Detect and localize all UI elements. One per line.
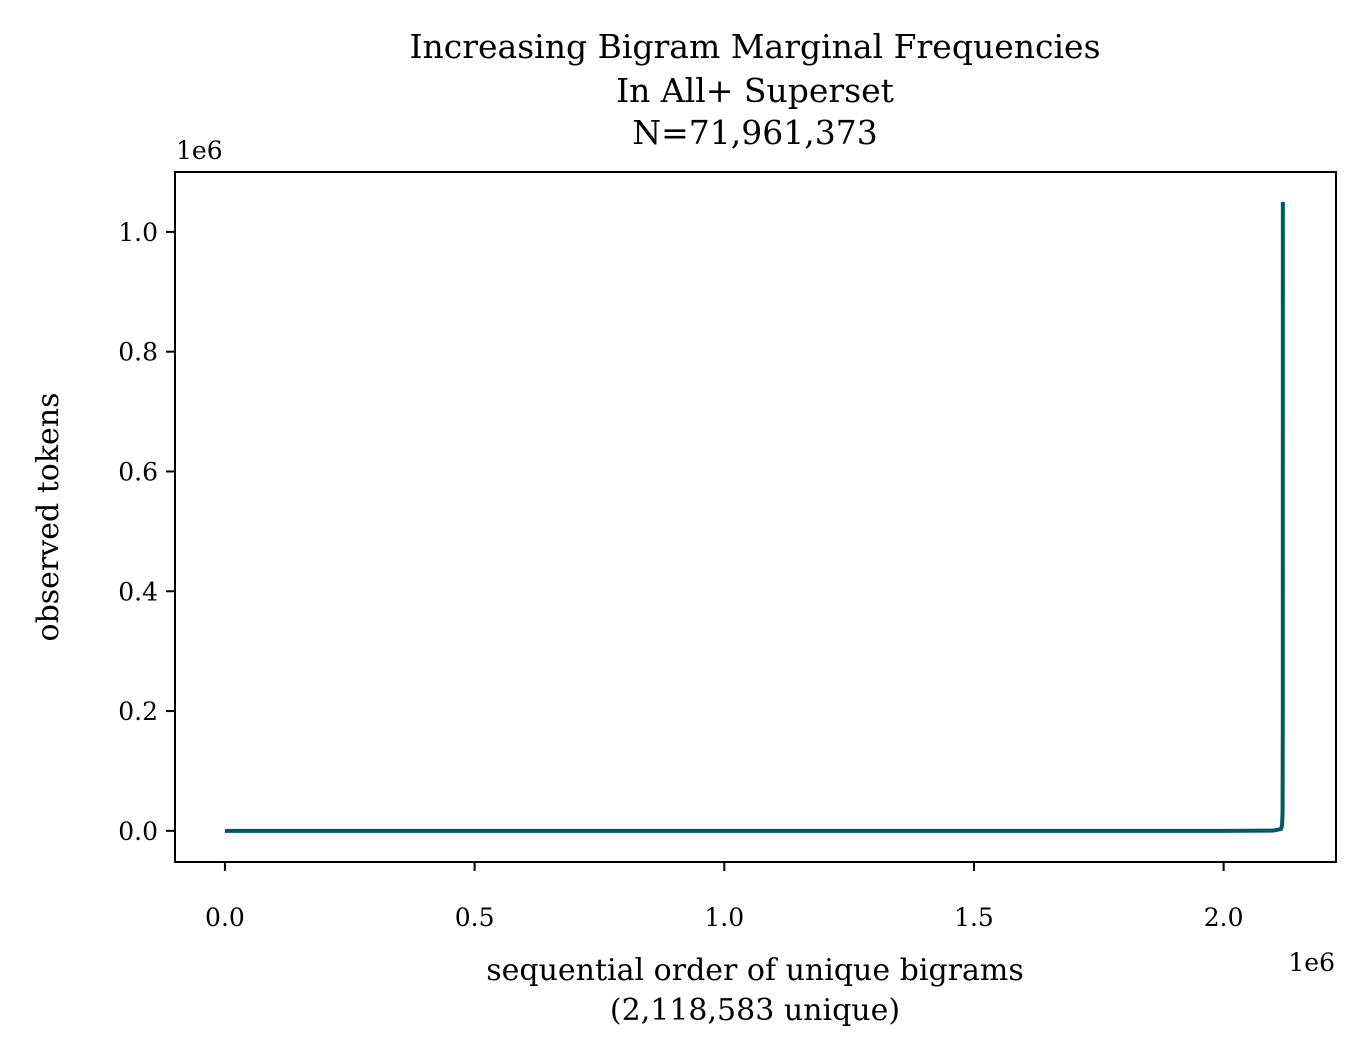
x-axis-label-line-2: (2,118,583 unique) (610, 993, 900, 1028)
x-tick-label: 1.5 (954, 903, 994, 932)
y-tick-label: 0.2 (118, 697, 158, 726)
x-tick-label: 1.0 (704, 903, 744, 932)
x-tick-label: 0.0 (205, 903, 245, 932)
y-axis-label: observed tokens (31, 393, 66, 642)
x-axis-ticks: 0.0 0.5 1.0 1.5 2.0 (205, 862, 1244, 932)
chart-title-line-3: N=71,961,373 (632, 113, 877, 152)
y-tick-label: 0.8 (118, 338, 158, 367)
chart-title-line-1: Increasing Bigram Marginal Frequencies (409, 27, 1100, 66)
x-tick-label: 2.0 (1204, 903, 1244, 932)
x-tick-label: 0.5 (455, 903, 495, 932)
y-tick-label: 0.0 (118, 817, 158, 846)
plot-area (224, 201, 1285, 833)
chart-title: Increasing Bigram Marginal Frequencies I… (409, 27, 1100, 152)
x-axis-label: sequential order of unique bigrams (2,11… (486, 953, 1023, 1028)
y-tick-label: 0.4 (118, 577, 158, 606)
y-tick-label: 0.6 (118, 457, 158, 486)
x-axis-label-line-1: sequential order of unique bigrams (486, 953, 1023, 988)
y-tick-label: 1.0 (118, 218, 158, 247)
chart-title-line-2: In All+ Superset (616, 71, 894, 110)
y-offset-label: 1e6 (176, 136, 223, 165)
x-offset-label: 1e6 (1288, 948, 1335, 977)
plot-frame (174, 171, 1337, 863)
series-line (224, 201, 1285, 833)
y-axis-ticks: 0.0 0.2 0.4 0.6 0.8 1.0 (118, 218, 175, 846)
